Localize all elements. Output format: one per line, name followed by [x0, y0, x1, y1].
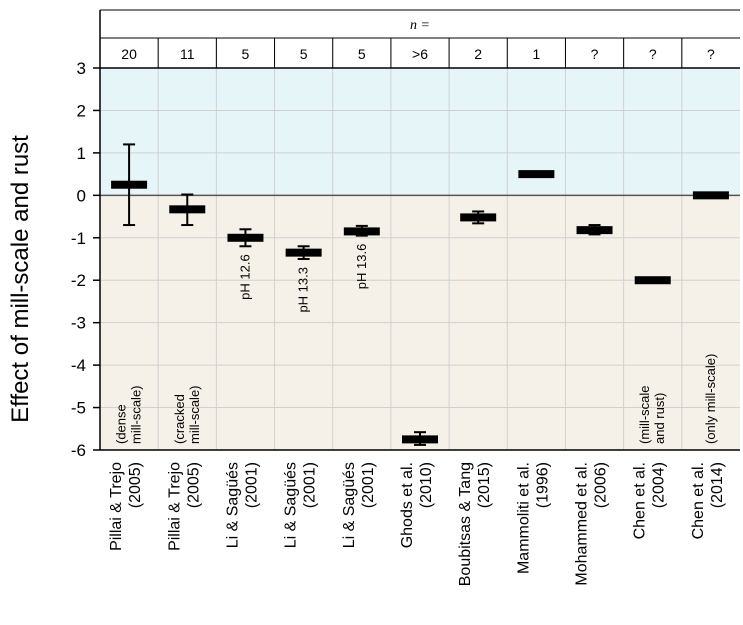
n-header-title: n =	[410, 18, 430, 33]
n-value: ?	[649, 46, 657, 62]
annotation: (mill-scale	[637, 386, 652, 445]
source-label: (2004)	[651, 462, 668, 508]
n-value: 1	[532, 46, 540, 62]
value-marker	[460, 213, 497, 222]
value-marker	[343, 227, 380, 236]
value-marker	[285, 248, 322, 257]
data-marks	[111, 143, 729, 446]
source-label: (1996)	[534, 462, 551, 508]
source-label: Pillai & Trejo	[166, 462, 183, 551]
y-axis-ticks: 3 2 1 0 -1 -2 -3 -4 -5 -6	[71, 59, 100, 460]
source-label: Chen et al.	[690, 462, 707, 539]
source-label: Mammoliti et al.	[515, 462, 532, 574]
n-value: 2	[474, 46, 482, 62]
n-value: ?	[591, 46, 599, 62]
n-value: 5	[242, 46, 250, 62]
n-value: 20	[121, 46, 137, 62]
value-marker	[111, 180, 148, 189]
annotations: (dense mill-scale) (cracked mill-scale)pH 1…	[114, 244, 718, 444]
annotation: pH 13.6	[354, 244, 369, 290]
n-value: ?	[707, 46, 715, 62]
source-label: Li & Sagüés	[341, 462, 358, 548]
source-label: Chen et al.	[632, 462, 649, 539]
source-label: Ghods et al.	[399, 462, 416, 548]
annotation: (only mill-scale)	[703, 354, 718, 444]
annotation: mill-scale)	[129, 386, 144, 445]
source-label: (2001)	[302, 462, 319, 508]
value-marker	[576, 226, 613, 235]
annotation: (cracked	[172, 394, 187, 444]
source-label: Pillai & Trejo	[108, 462, 125, 551]
value-marker	[402, 435, 438, 444]
source-label: Mohammed et al.	[574, 462, 591, 586]
y-tick-label: 3	[77, 59, 86, 78]
y-tick-label: 0	[77, 186, 86, 205]
source-label: (2015)	[476, 462, 493, 508]
y-tick-label: -3	[71, 314, 86, 333]
source-labels: Pillai & Trejo (2005) Pillai & Trejo (2005)…	[108, 462, 726, 586]
annotation: pH 13.3	[296, 267, 311, 313]
value-marker	[518, 170, 555, 179]
source-label: Li & Sagüés	[224, 462, 241, 548]
n-value: >6	[412, 46, 428, 62]
n-value: 5	[358, 46, 366, 62]
source-label: (2005)	[127, 462, 144, 508]
annotation: (dense	[114, 404, 129, 444]
y-tick-label: -5	[71, 399, 86, 418]
y-tick-label: 2	[77, 101, 86, 120]
y-tick-label: -4	[71, 356, 86, 375]
annotation: and rust)	[652, 393, 667, 444]
source-label: (2006)	[593, 462, 610, 508]
y-tick-label: -1	[71, 229, 86, 248]
annotation: mill-scale)	[187, 386, 202, 445]
y-tick-label: 1	[77, 144, 86, 163]
n-value: 11	[180, 46, 195, 62]
axes	[99, 9, 740, 451]
positive-region	[100, 68, 740, 196]
value-marker	[692, 191, 729, 200]
column-dividers	[157, 38, 683, 450]
y-axis-label: Effect of mill-scale and rust	[7, 135, 34, 423]
source-label: (2005)	[185, 462, 202, 508]
n-header: n = 20 11 5 5 5 >6 2 1???	[121, 18, 715, 62]
source-label: Boubitsas & Tang	[457, 462, 474, 586]
y-tick-label: -6	[71, 441, 86, 460]
n-value: 5	[300, 46, 308, 62]
annotation: pH 12.6	[237, 254, 252, 300]
source-label: Li & Sagüés	[283, 462, 300, 548]
value-marker	[634, 276, 671, 285]
y-tick-label: -2	[71, 271, 86, 290]
source-label: (2001)	[360, 462, 377, 508]
value-marker	[227, 233, 264, 242]
source-label: (2010)	[418, 462, 435, 508]
source-label: (2001)	[243, 462, 260, 508]
value-marker	[169, 205, 206, 214]
source-label: (2014)	[709, 462, 726, 508]
